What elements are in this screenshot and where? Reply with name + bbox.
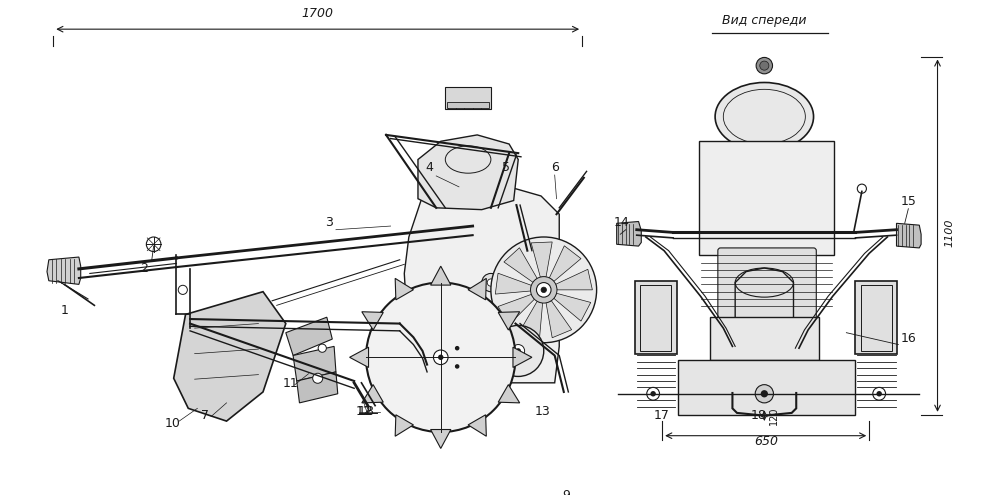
Circle shape <box>536 283 551 297</box>
Polygon shape <box>362 385 383 403</box>
Text: 5: 5 <box>502 161 510 174</box>
Circle shape <box>433 350 448 365</box>
Polygon shape <box>556 269 592 290</box>
Circle shape <box>313 373 323 383</box>
Text: 7: 7 <box>201 409 209 422</box>
Text: 11: 11 <box>283 377 299 391</box>
Circle shape <box>438 354 443 360</box>
Polygon shape <box>286 317 332 355</box>
Circle shape <box>531 277 557 303</box>
Polygon shape <box>418 135 518 210</box>
Text: 120: 120 <box>769 406 779 425</box>
Circle shape <box>873 388 886 400</box>
Circle shape <box>178 285 187 295</box>
Polygon shape <box>549 246 581 281</box>
Text: Вид спереди: Вид спереди <box>722 14 807 27</box>
Text: 18: 18 <box>751 409 767 422</box>
Text: 650: 650 <box>754 436 778 448</box>
Bar <box>699 141 834 255</box>
Polygon shape <box>362 312 383 330</box>
Circle shape <box>756 57 773 74</box>
Circle shape <box>760 61 769 70</box>
Text: 10: 10 <box>165 417 180 430</box>
Text: 12: 12 <box>355 405 371 418</box>
Polygon shape <box>468 278 486 300</box>
Circle shape <box>755 385 773 403</box>
Polygon shape <box>498 312 520 330</box>
Circle shape <box>491 237 597 343</box>
Polygon shape <box>513 347 532 367</box>
Polygon shape <box>468 415 486 436</box>
Polygon shape <box>546 300 572 338</box>
Ellipse shape <box>715 83 814 151</box>
Circle shape <box>487 279 495 286</box>
Polygon shape <box>395 415 413 436</box>
Circle shape <box>515 348 521 353</box>
Text: 16: 16 <box>901 332 917 345</box>
Text: 17: 17 <box>654 409 670 422</box>
Polygon shape <box>554 293 591 321</box>
Text: 2: 2 <box>140 262 148 275</box>
Circle shape <box>541 287 546 293</box>
Circle shape <box>480 326 502 348</box>
Circle shape <box>761 390 768 397</box>
Circle shape <box>650 391 656 396</box>
Bar <box>678 360 855 415</box>
Polygon shape <box>174 292 286 421</box>
Circle shape <box>647 388 660 400</box>
Text: 8: 8 <box>365 405 373 418</box>
Text: 14: 14 <box>614 216 630 229</box>
Polygon shape <box>431 266 451 285</box>
Circle shape <box>857 184 866 193</box>
Circle shape <box>366 283 515 432</box>
Text: 1100: 1100 <box>945 218 955 247</box>
Bar <box>640 285 671 351</box>
Text: 1: 1 <box>61 304 69 317</box>
Polygon shape <box>617 221 641 246</box>
Polygon shape <box>498 295 534 324</box>
Polygon shape <box>47 257 81 285</box>
Text: 9: 9 <box>562 490 570 495</box>
Bar <box>445 87 491 109</box>
Polygon shape <box>495 273 531 294</box>
Polygon shape <box>897 223 921 248</box>
Polygon shape <box>395 278 413 300</box>
Bar <box>861 285 892 351</box>
Text: 3: 3 <box>325 216 333 229</box>
Polygon shape <box>531 242 552 277</box>
Bar <box>447 102 489 107</box>
Text: 6: 6 <box>551 161 559 174</box>
Circle shape <box>455 346 459 350</box>
Circle shape <box>486 333 495 342</box>
Polygon shape <box>293 346 336 381</box>
Circle shape <box>512 345 525 357</box>
Circle shape <box>146 237 161 251</box>
FancyBboxPatch shape <box>718 248 816 345</box>
Bar <box>710 317 819 360</box>
Polygon shape <box>431 430 451 448</box>
Text: 1700: 1700 <box>302 7 334 20</box>
Bar <box>855 281 897 353</box>
Text: 4: 4 <box>425 161 433 174</box>
Polygon shape <box>404 182 559 383</box>
Polygon shape <box>297 372 338 403</box>
Text: 15: 15 <box>901 195 917 208</box>
Polygon shape <box>350 347 369 367</box>
Polygon shape <box>504 248 537 282</box>
Polygon shape <box>498 385 520 403</box>
Circle shape <box>455 364 459 369</box>
Text: 13: 13 <box>535 405 550 418</box>
Circle shape <box>482 273 500 292</box>
Circle shape <box>493 325 544 376</box>
Bar <box>635 281 677 353</box>
Circle shape <box>876 391 882 396</box>
Polygon shape <box>519 301 543 338</box>
Text: 12: 12 <box>357 405 373 418</box>
Circle shape <box>318 344 326 352</box>
